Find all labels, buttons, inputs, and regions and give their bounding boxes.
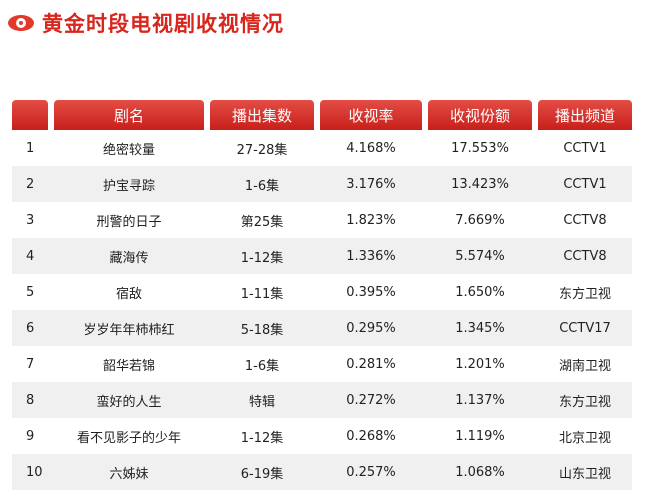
- header-rank: [12, 100, 48, 130]
- page-title: 黄金时段电视剧收视情况: [42, 12, 284, 36]
- cell-rating: 0.272%: [346, 392, 396, 408]
- cell-name: 韶华若锦: [102, 358, 155, 374]
- cell-channel: 湖南卫视: [558, 358, 611, 374]
- cell-share: 1.068%: [455, 464, 505, 480]
- cell-rank: 6: [26, 320, 35, 336]
- table-row: 4 藏海传 1-12集 1.336% 5.574% CCTV8: [12, 238, 632, 274]
- header-episodes: 播出集数: [210, 100, 314, 130]
- cell-channel: 山东卫视: [558, 466, 611, 482]
- table-row: 10 六姊妹 6-19集 0.257% 1.068% 山东卫视: [12, 454, 632, 490]
- title-bar: 黄金时段电视剧收视情况: [8, 8, 284, 38]
- cell-episodes: 特辑: [248, 394, 275, 410]
- cell-name: 刑警的日子: [96, 214, 162, 230]
- eye-icon: [8, 13, 34, 33]
- cell-rating: 0.281%: [346, 356, 396, 372]
- cell-channel: CCTV1: [563, 140, 607, 156]
- cell-share: 1.137%: [455, 392, 505, 408]
- header-channel: 播出频道: [538, 100, 632, 130]
- table-row: 7 韶华若锦 1-6集 0.281% 1.201% 湖南卫视: [12, 346, 632, 382]
- cell-share: 1.650%: [455, 284, 505, 300]
- table-row: 5 宿敌 1-11集 0.395% 1.650% 东方卫视: [12, 274, 632, 310]
- cell-episodes: 27-28集: [236, 142, 288, 158]
- cell-rating: 0.257%: [346, 464, 396, 480]
- cell-rating: 1.823%: [346, 212, 396, 228]
- cell-episodes: 1-6集: [244, 358, 280, 374]
- cell-name: 宿敌: [115, 286, 142, 302]
- table-row: 2 护宝寻踪 1-6集 3.176% 13.423% CCTV1: [12, 166, 632, 202]
- header-share: 收视份额: [428, 100, 532, 130]
- cell-rank: 10: [26, 464, 43, 480]
- cell-rating: 1.336%: [346, 248, 396, 264]
- cell-rank: 3: [26, 212, 35, 228]
- cell-name: 蛮好的人生: [96, 394, 162, 410]
- cell-name: 看不见影子的少年: [76, 430, 181, 446]
- cell-rank: 5: [26, 284, 35, 300]
- cell-rating: 0.395%: [346, 284, 396, 300]
- cell-name: 藏海传: [109, 250, 149, 266]
- cell-episodes: 1-6集: [244, 178, 280, 194]
- table-row: 8 蛮好的人生 特辑 0.272% 1.137% 东方卫视: [12, 382, 632, 418]
- cell-episodes: 1-11集: [240, 286, 284, 302]
- cell-share: 13.423%: [451, 176, 509, 192]
- table-header: 剧名 播出集数 收视率 收视份额 播出频道: [12, 100, 632, 130]
- cell-channel: 东方卫视: [558, 394, 611, 410]
- table-row: 1 绝密较量 27-28集 4.168% 17.553% CCTV1: [12, 130, 632, 166]
- cell-episodes: 1-12集: [240, 430, 284, 446]
- table-row: 3 刑警的日子 第25集 1.823% 7.669% CCTV8: [12, 202, 632, 238]
- cell-name: 岁岁年年柿柿红: [83, 322, 175, 338]
- cell-rank: 9: [26, 428, 35, 444]
- cell-rank: 4: [26, 248, 35, 264]
- header-rating: 收视率: [320, 100, 422, 130]
- cell-episodes: 第25集: [240, 214, 284, 230]
- header-name: 剧名: [54, 100, 204, 130]
- cell-episodes: 5-18集: [240, 322, 284, 338]
- cell-rating: 4.168%: [346, 140, 396, 156]
- cell-name: 六姊妹: [109, 466, 149, 482]
- cell-share: 1.119%: [455, 428, 505, 444]
- table-body: 1 绝密较量 27-28集 4.168% 17.553% CCTV1 2 护宝寻踪 1-6集 3.…: [12, 130, 632, 490]
- cell-channel: CCTV1: [563, 176, 607, 192]
- cell-rating: 3.176%: [346, 176, 396, 192]
- cell-share: 7.669%: [455, 212, 505, 228]
- cell-rank: 2: [26, 176, 35, 192]
- cell-name: 绝密较量: [102, 142, 155, 158]
- table-row: 9 看不见影子的少年 1-12集 0.268% 1.119% 北京卫视: [12, 418, 632, 454]
- table-row: 6 岁岁年年柿柿红 5-18集 0.295% 1.345% CCTV17: [12, 310, 632, 346]
- cell-channel: 北京卫视: [558, 430, 611, 446]
- cell-share: 1.201%: [455, 356, 505, 372]
- cell-share: 5.574%: [455, 248, 505, 264]
- cell-rating: 0.295%: [346, 320, 396, 336]
- cell-episodes: 6-19集: [240, 466, 284, 482]
- cell-share: 17.553%: [451, 140, 509, 156]
- cell-rank: 1: [26, 140, 35, 156]
- cell-rank: 7: [26, 356, 35, 372]
- cell-channel: CCTV8: [563, 248, 607, 264]
- cell-episodes: 1-12集: [240, 250, 284, 266]
- cell-channel: CCTV8: [563, 212, 607, 228]
- cell-name: 护宝寻踪: [102, 178, 155, 194]
- cell-rating: 0.268%: [346, 428, 396, 444]
- cell-rank: 8: [26, 392, 35, 408]
- cell-channel: CCTV17: [559, 320, 611, 336]
- cell-share: 1.345%: [455, 320, 505, 336]
- cell-channel: 东方卫视: [558, 286, 611, 302]
